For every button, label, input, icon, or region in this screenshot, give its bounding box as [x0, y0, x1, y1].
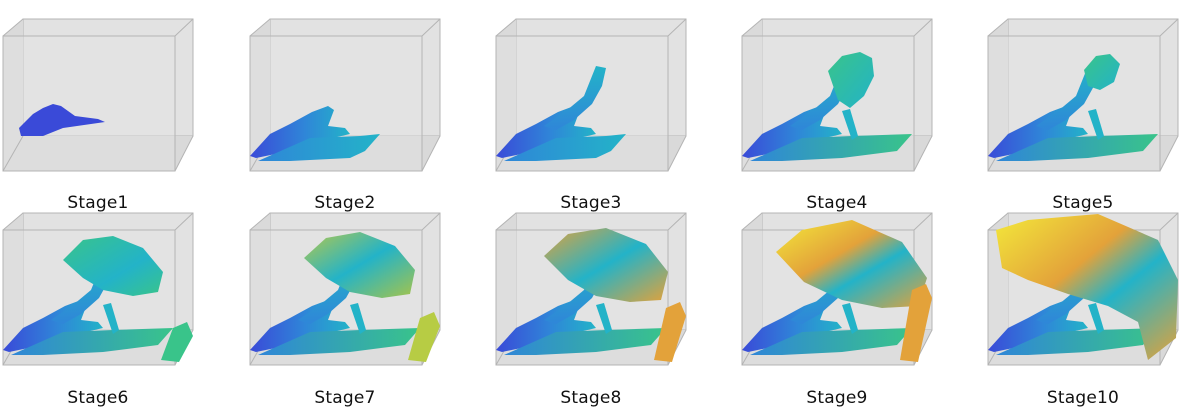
box-edge — [174, 18, 194, 37]
box-left-face — [3, 213, 23, 365]
box-left-face — [742, 213, 762, 365]
box-edge — [913, 135, 933, 172]
stage-panel-5: Stage5 — [987, 16, 1179, 222]
canopy — [776, 220, 927, 308]
stage-figure-3 — [495, 18, 687, 172]
stage-label-5: Stage5 — [1052, 193, 1114, 213]
stage-label-9: Stage9 — [806, 388, 868, 408]
floor-plate — [258, 328, 420, 355]
support-strut — [1088, 303, 1104, 334]
stage-figure-6 — [2, 212, 194, 366]
stage-panel-6: Stage6 — [2, 210, 194, 416]
stage-label-8: Stage8 — [560, 388, 622, 408]
stage-figure-5 — [987, 18, 1179, 172]
stage-label-7: Stage7 — [314, 388, 376, 408]
canopy — [1084, 54, 1120, 90]
stage-figure-7 — [249, 212, 441, 366]
stage-label-2: Stage2 — [314, 193, 376, 213]
floor-plate — [504, 134, 626, 161]
end-wall — [654, 302, 686, 362]
end-wall — [161, 322, 193, 362]
box-left-face — [250, 213, 270, 365]
stage-figure-9 — [741, 212, 933, 366]
box-edge — [249, 212, 271, 231]
stage-panel-3: Stage3 — [495, 16, 687, 222]
base-wing — [19, 104, 105, 136]
box-left-face — [988, 19, 1008, 171]
stage-panel-7: Stage7 — [249, 210, 441, 416]
box-floor — [3, 136, 193, 171]
support-strut — [1088, 109, 1104, 140]
box-edge — [421, 18, 441, 37]
stage-panel-1: Stage1 — [2, 16, 194, 222]
box-edge — [667, 135, 687, 172]
box-left-face — [3, 19, 23, 171]
box-left-face — [496, 213, 516, 365]
canopy — [996, 214, 1178, 360]
box-edge — [249, 18, 271, 37]
end-wall — [900, 284, 932, 362]
stage-panel-2: Stage2 — [249, 16, 441, 222]
box-edge — [1159, 18, 1179, 37]
floor-plate — [996, 134, 1158, 161]
stage-figure-4 — [741, 18, 933, 172]
support-strut — [842, 303, 858, 334]
stage-label-4: Stage4 — [806, 193, 868, 213]
box-edge — [1159, 135, 1179, 172]
support-strut — [842, 109, 858, 140]
stage-panel-9: Stage9 — [741, 210, 933, 416]
box-left-face — [250, 19, 270, 171]
stage-panel-8: Stage8 — [495, 210, 687, 416]
box-edge — [667, 212, 687, 231]
stage-figure-1 — [2, 18, 194, 172]
floor-plate — [996, 328, 1158, 355]
stage-label-10: Stage10 — [1046, 388, 1120, 408]
stage-label-3: Stage3 — [560, 193, 622, 213]
box-edge — [495, 18, 517, 37]
box-edge — [495, 212, 517, 231]
support-strut — [596, 303, 612, 334]
stage-figure-10 — [987, 212, 1179, 366]
box-edge — [174, 212, 194, 231]
stage-panel-4: Stage4 — [741, 16, 933, 222]
stage-figure-2 — [249, 18, 441, 172]
rising-arm — [544, 66, 606, 130]
floor-plate — [750, 328, 912, 355]
box-edge — [2, 135, 24, 172]
box-edge — [987, 212, 1009, 231]
box-edge — [2, 212, 24, 231]
support-strut — [350, 303, 366, 334]
rising-arm — [1036, 66, 1098, 130]
floor-plate — [11, 328, 173, 355]
floor-plate — [504, 328, 666, 355]
box-edge — [174, 135, 194, 172]
canopy — [828, 52, 874, 108]
box-edge — [913, 212, 933, 231]
floor-plate — [258, 134, 380, 161]
support-strut — [103, 303, 119, 334]
box-edge — [421, 212, 441, 231]
box-edge — [2, 18, 24, 37]
box-edge — [667, 18, 687, 37]
box-edge — [1159, 212, 1179, 231]
box-edge — [741, 18, 763, 37]
canopy — [544, 228, 668, 302]
box-left-face — [742, 19, 762, 171]
canopy — [304, 232, 415, 298]
stage-figure-8 — [495, 212, 687, 366]
box-edge — [741, 212, 763, 231]
stage-label-1: Stage1 — [67, 193, 129, 213]
stage-panel-10: Stage10 — [987, 210, 1179, 416]
box-edge — [421, 135, 441, 172]
box-edge — [987, 18, 1009, 37]
base-wing — [250, 106, 350, 158]
box-left-face — [496, 19, 516, 171]
floor-plate — [750, 134, 912, 161]
stage-label-6: Stage6 — [67, 388, 129, 408]
end-wall — [408, 312, 440, 362]
box-front-face — [2, 35, 176, 172]
box-edge — [913, 18, 933, 37]
canopy — [63, 236, 163, 296]
